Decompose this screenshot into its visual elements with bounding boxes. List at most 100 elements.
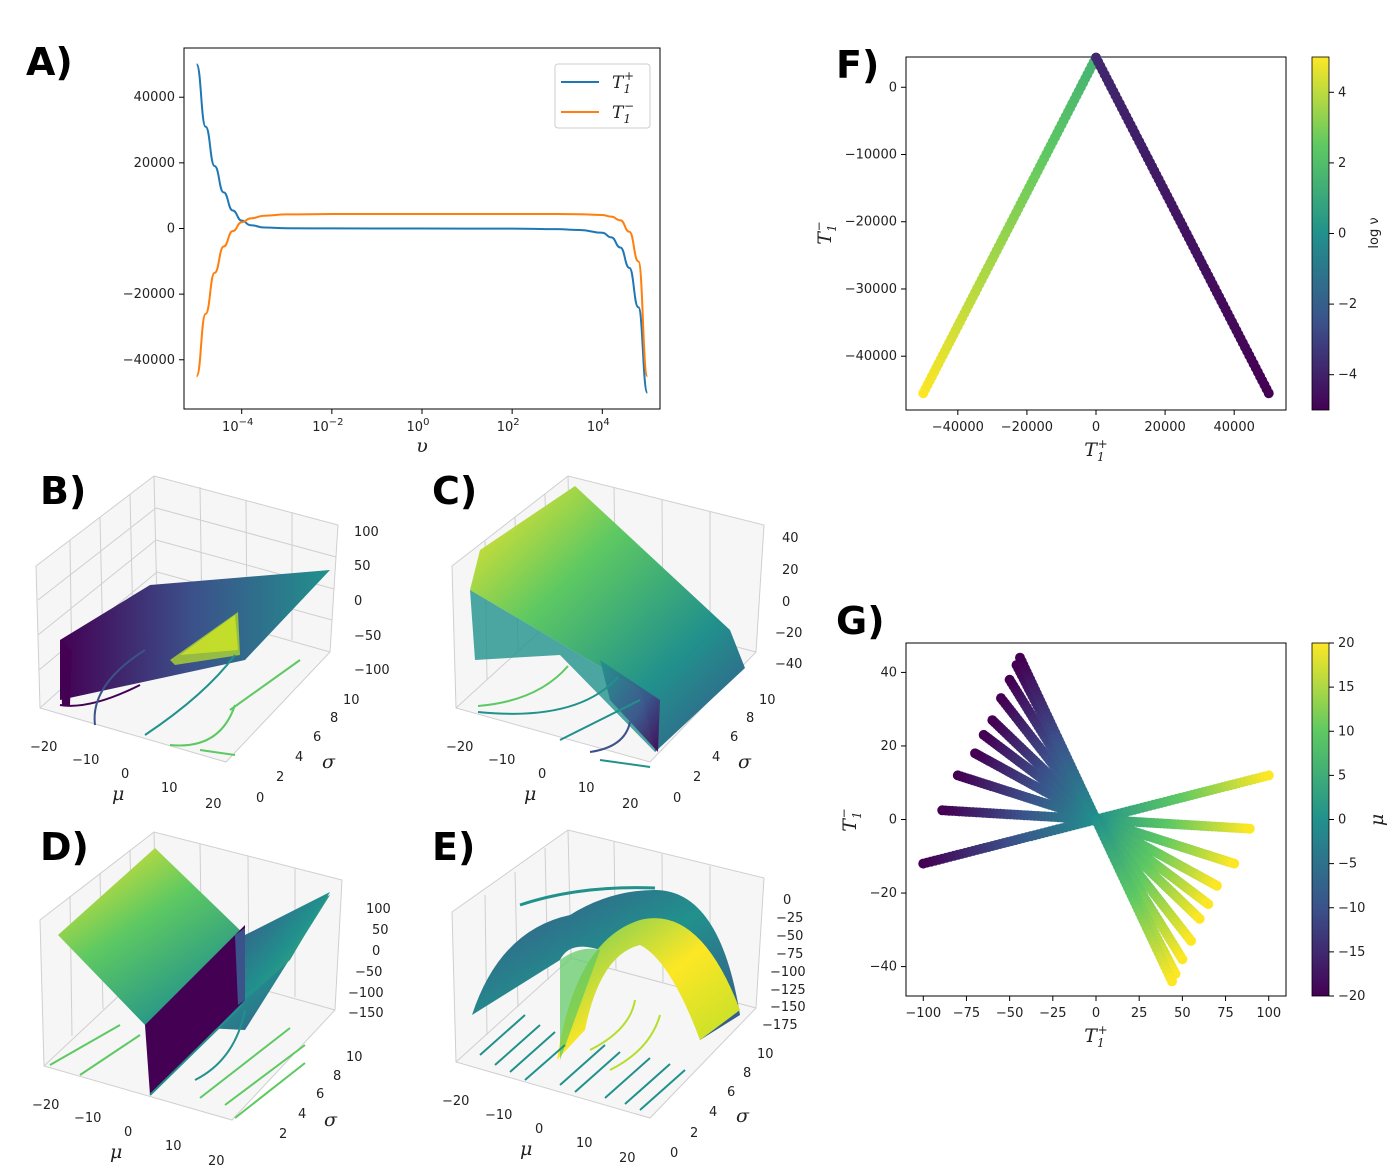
panel-d-contour-3	[199, 1027, 306, 1119]
panel-f-colorbar-label: log ν	[1367, 217, 1382, 248]
panel-b-xtick-2: 0	[121, 767, 129, 782]
panel-a-ytick-1: −20000	[123, 287, 175, 302]
panel-a-xtick-1: 10−2	[312, 417, 343, 435]
panel-g-cbtick-3: −5	[1338, 857, 1357, 872]
panel-f-colorbar	[1311, 56, 1330, 411]
panel-c-ytick-2: 4	[712, 750, 720, 765]
scatter-point	[1211, 880, 1222, 891]
panel-e-ytick-5: 10	[757, 1047, 774, 1062]
panel-e-ridge	[519, 886, 656, 907]
panel-f-cbtick-4: 4	[1338, 85, 1346, 100]
panel-c-xlabel: μ	[524, 783, 536, 805]
panel-d-xtick-1: −10	[74, 1111, 101, 1126]
panel-e-ytick-1: 2	[690, 1126, 698, 1141]
panel-a-ytick-0: −40000	[123, 353, 175, 368]
scatter-point	[1004, 674, 1015, 685]
panel-g-cbtick-4: 0	[1338, 813, 1346, 828]
panel-d-xtick-4: 20	[208, 1154, 225, 1169]
panel-g-cbtick-6: 10	[1338, 724, 1355, 739]
panel-g-xtick-3: −25	[1039, 1006, 1066, 1021]
panel-e-xtick-1: −10	[485, 1108, 512, 1123]
panel-b-contour-2	[93, 649, 146, 726]
panel-f-ylabel: T1−	[812, 221, 839, 244]
panel-e-ytick-2: 4	[709, 1105, 717, 1120]
panel-a-ytick-2: 0	[167, 222, 175, 237]
panel-c-ztick-1: 20	[782, 563, 799, 578]
panel-b-ytick-1: 2	[276, 770, 284, 785]
panel-label-g: G)	[836, 599, 885, 643]
panel-d-ytick-1: 4	[298, 1107, 306, 1122]
panel-d-ztick-5: −150	[348, 1006, 384, 1021]
panel-e-ztick-7: −175	[762, 1018, 798, 1033]
scatter-point	[1194, 913, 1205, 924]
panel-label-c: C)	[432, 469, 477, 513]
panel-g-xtick-6: 50	[1174, 1006, 1191, 1021]
panel-g-cbtick-5: 5	[1338, 768, 1346, 783]
panel-label-b: B)	[40, 469, 86, 513]
scatter-point	[1203, 899, 1214, 910]
panel-c-xtick-4: 20	[622, 797, 639, 812]
scatter-point	[987, 715, 998, 726]
panel-e-ztick-0: 0	[783, 893, 791, 908]
panel-g-ytick-1: −20	[870, 886, 897, 901]
panel-b-ylabel: σ	[322, 751, 336, 773]
panel-d-ylabel: σ	[324, 1109, 338, 1131]
panel-b-ztick-4: −100	[354, 663, 390, 678]
legend-label-t1-minus: T1−	[612, 99, 634, 126]
panel-d-ytick-4: 10	[346, 1050, 363, 1065]
panel-d-contour-1	[149, 1004, 243, 1096]
panel-d-xtick-2: 0	[124, 1125, 132, 1140]
panel-d-contour-4	[194, 1009, 246, 1081]
panel-g-ylabel: T1−	[837, 808, 864, 831]
scatter-point	[1167, 976, 1177, 987]
panel-b-surface	[60, 570, 330, 700]
panel-f-ytick-4: 0	[889, 80, 897, 95]
panel-e-ztick-3: −75	[776, 947, 803, 962]
panel-b-contour-4	[229, 659, 301, 711]
panel-c-xtick-2: 0	[538, 767, 546, 782]
series-line-1	[195, 213, 649, 378]
panel-d-wall-edge	[235, 928, 245, 1005]
panel-f-xtick-3: 20000	[1144, 420, 1185, 435]
panel-e-ylabel: σ	[736, 1105, 750, 1127]
panel-g-xtick-4: 0	[1092, 1006, 1100, 1021]
scatter-point	[1244, 823, 1255, 834]
panel-d-ytick-3: 8	[333, 1069, 341, 1084]
panel-g-xlabel: T1+	[1084, 1023, 1107, 1050]
panel-a-xtick-4: 104	[587, 417, 610, 435]
series-line-0	[195, 63, 649, 394]
panel-c-ytick-3: 6	[730, 730, 738, 745]
panel-c-ztick-2: 0	[782, 595, 790, 610]
panel-a-xtick-3: 102	[497, 417, 520, 435]
panel-b-ztick-3: −50	[354, 629, 381, 644]
panel-a-chart: −40000 −20000 0 20000 40000 10−4 10−2 100 102 10…	[123, 47, 661, 457]
scatter-point	[1263, 388, 1274, 399]
panel-g-xtick-0: −100	[905, 1006, 941, 1021]
panel-c-xtick-1: −10	[488, 753, 515, 768]
scatter-point	[1263, 770, 1274, 781]
panel-a-ytick-3: 20000	[134, 156, 175, 171]
panel-e-ytick-4: 8	[743, 1066, 751, 1081]
panel-b-xtick-1: −10	[72, 753, 99, 768]
panel-c-surface-face	[470, 590, 655, 752]
panel-e-ytick-3: 6	[727, 1085, 735, 1100]
scatter-point	[978, 729, 989, 740]
panel-f-cbtick-1: −2	[1338, 297, 1357, 312]
panel-c-ztick-0: 40	[782, 531, 799, 546]
panel-g-ytick-2: 0	[889, 813, 897, 828]
panel-d-xtick-3: 10	[165, 1139, 182, 1154]
panel-d-xtick-0: −20	[32, 1098, 59, 1113]
panel-b-xlabel: μ	[112, 783, 124, 805]
panel-d-ztick-1: 50	[372, 923, 389, 938]
panel-b-ytick-0: 0	[256, 791, 264, 806]
panel-c-contour-1	[477, 665, 569, 707]
panel-b-ytick-3: 6	[313, 730, 321, 745]
panel-c-contour-2	[477, 676, 641, 741]
panel-g-xtick-7: 75	[1217, 1006, 1234, 1021]
panel-c-ztick-3: −20	[775, 626, 802, 641]
panel-d-ytick-0: 2	[279, 1127, 287, 1142]
panel-f-xtick-1: −20000	[1001, 420, 1053, 435]
panel-c-xtick-3: 10	[578, 781, 595, 796]
panel-b-ztick-0: 100	[354, 525, 379, 540]
